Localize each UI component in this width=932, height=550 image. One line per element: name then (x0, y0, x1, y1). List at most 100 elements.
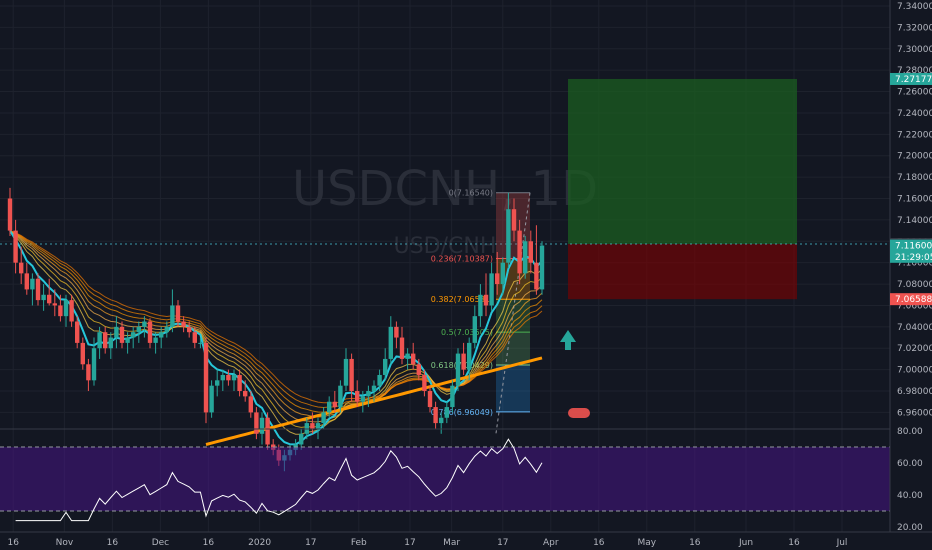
time-tick-label-1: Nov (56, 538, 74, 548)
price-tag-label-3: 21:29:05 (895, 253, 932, 263)
rsi-tick-label-1: 60.00 (897, 459, 923, 469)
fib-trend-line (495, 192, 531, 434)
price-tick-label-14: 7.06000 (897, 301, 932, 311)
time-tick-label-14: 16 (689, 538, 701, 548)
candle-body-33 (192, 332, 197, 343)
candle-body-19 (114, 326, 119, 338)
candle-body-0 (7, 198, 13, 231)
candle-body-21 (125, 337, 130, 343)
rsi-tick-label-0: 80.00 (897, 427, 923, 437)
buy-arrow-icon (560, 330, 576, 350)
candle-body-39 (226, 374, 231, 381)
candle-body-12 (75, 321, 80, 343)
candle-body-40 (231, 374, 237, 381)
candle-body-34 (198, 342, 203, 344)
candle-body-90 (511, 209, 517, 231)
candle-body-1 (13, 230, 18, 263)
candle-body-81 (461, 353, 466, 370)
candle-body-87 (495, 273, 500, 285)
candle-body-67 (383, 358, 388, 375)
candle-body-63 (360, 396, 365, 402)
candle-body-70 (399, 337, 405, 359)
fib-label-5: 0.786(6.96049) (431, 408, 493, 417)
candle-body-58 (332, 401, 337, 408)
event-marker-icon (568, 408, 590, 418)
candle-body-5 (35, 278, 41, 301)
time-tick-label-13: May (637, 538, 656, 548)
rsi-tick-label-3: 20.00 (897, 523, 923, 533)
rsi-pane (0, 428, 932, 522)
time-tick-label-10: 17 (497, 538, 508, 548)
position-profit-zone (568, 78, 797, 245)
time-tick-label-16: 16 (788, 538, 800, 548)
candle-body-91 (517, 230, 522, 274)
price-tag-bg-0 (890, 72, 932, 85)
time-tick-label-17: Jul (836, 538, 848, 548)
price-tag-label-2: 7.11600 (895, 242, 932, 252)
candle-body-20 (119, 326, 125, 343)
candle-body-68 (388, 326, 393, 359)
candle-body-26 (153, 337, 158, 343)
candle-body-95 (539, 245, 545, 290)
candle-body-14 (86, 364, 91, 381)
price-tick-label-4: 7.26000 (897, 88, 932, 98)
candle-body-38 (220, 374, 225, 381)
candle-body-54 (310, 423, 315, 429)
price-tick-label-6: 7.22000 (897, 130, 932, 140)
candle-body-9 (58, 305, 63, 317)
fib-label-1: 0.236(7.10387) (431, 255, 493, 264)
fib-label-3: 0.5(7.03505) (441, 328, 493, 337)
candle-body-31 (181, 321, 186, 327)
candle-body-18 (108, 337, 113, 349)
candle-body-85 (483, 294, 489, 306)
candle-body-78 (444, 407, 449, 418)
candle-body-13 (80, 342, 85, 365)
chart-annotations (560, 330, 590, 418)
price-axis-bg (890, 0, 932, 532)
time-axis[interactable]: 16 Nov 16 Dec 16 2020 17 Feb 17 Mar 17 Apr 16 May 16 Ju… (0, 531, 932, 550)
candle-body-23 (136, 326, 141, 333)
price-axis[interactable]: 7.34000 7.32000 7.30000 7.28000 7.26000 7.240… (889, 0, 932, 533)
candle-body-44 (254, 412, 259, 434)
candle-body-4 (30, 278, 35, 290)
price-tick-label-1: 7.32000 (897, 23, 932, 33)
price-tick-label-9: 7.16000 (897, 195, 932, 205)
candle-body-92 (523, 241, 528, 274)
fib-zone-4 (496, 365, 530, 412)
time-tick-label-11: Apr (543, 538, 559, 548)
candle-body-41 (237, 374, 242, 392)
price-tick-label-2: 7.30000 (897, 45, 932, 55)
candle-body-11 (69, 300, 74, 322)
long-position-tool[interactable] (0, 78, 890, 300)
candle-body-79 (450, 385, 455, 408)
candle-body-36 (209, 385, 214, 413)
candle-body-66 (377, 374, 382, 386)
candle-body-8 (52, 303, 57, 306)
candle-body-72 (411, 353, 416, 365)
candle-body-86 (489, 273, 494, 306)
candle-body-76 (433, 407, 438, 424)
candle-body-77 (439, 417, 444, 424)
candle-body-17 (103, 332, 108, 349)
time-tick-label-2: 16 (107, 538, 119, 548)
rsi-tick-label-2: 40.00 (897, 491, 923, 501)
candle-body-45 (259, 417, 265, 434)
time-tick-label-9: Mar (443, 538, 460, 548)
price-tick-label-5: 7.24000 (897, 109, 932, 119)
candle-body-29 (170, 305, 175, 327)
candle-body-16 (97, 332, 102, 349)
fib-label-2: 0.382(7.06581) (431, 295, 493, 304)
position-loss-zone (568, 244, 797, 300)
watermark-symbol: USDCNH, 1D (292, 161, 598, 217)
candle-body-37 (215, 380, 220, 386)
candle-body-73 (416, 364, 421, 375)
time-tick-label-4: 16 (203, 538, 215, 548)
price-tick-label-19: 6.96000 (897, 408, 932, 418)
candle-body-60 (343, 358, 349, 386)
candle-body-53 (304, 423, 309, 434)
candle-body-62 (355, 391, 360, 402)
price-tick-label-8: 7.18000 (897, 173, 932, 183)
candle-body-32 (187, 326, 192, 333)
candle-body-24 (142, 321, 147, 327)
